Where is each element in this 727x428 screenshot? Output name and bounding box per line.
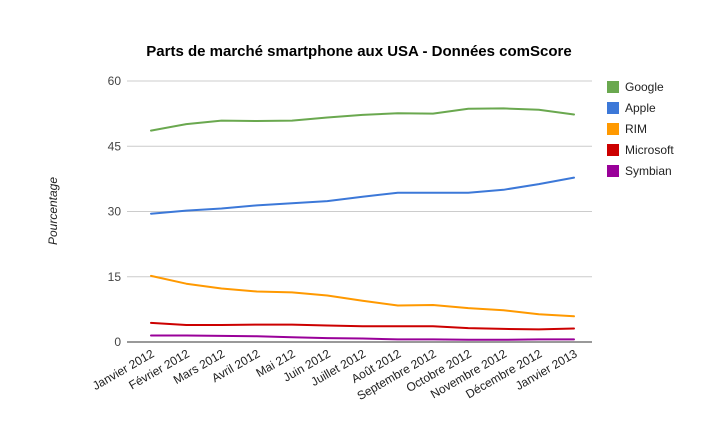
series-line-google <box>150 107 575 132</box>
legend-label-microsoft: Microsoft <box>625 143 674 157</box>
series <box>150 107 575 341</box>
series-line-apple <box>150 176 575 215</box>
y-axis: 0 15 30 45 60 <box>108 74 122 349</box>
legend-label-google: Google <box>625 80 664 94</box>
y-tick-label: 60 <box>108 74 122 88</box>
legend-label-symbian: Symbian <box>625 164 672 178</box>
legend-swatch-google <box>607 81 619 93</box>
legend-swatch-microsoft <box>607 144 619 156</box>
y-tick-label: 45 <box>108 139 122 153</box>
y-axis-label: Pourcentage <box>46 177 60 245</box>
y-tick-label: 15 <box>108 270 122 284</box>
legend-label-apple: Apple <box>625 101 656 115</box>
series-line-rim <box>150 274 575 318</box>
legend-swatch-symbian <box>607 165 619 177</box>
chart-title: Parts de marché smartphone aux USA - Don… <box>146 43 571 60</box>
legend: Google Apple RIM Microsoft Symbian <box>607 80 674 178</box>
series-line-symbian <box>150 334 575 341</box>
y-tick-label: 30 <box>108 205 122 219</box>
series-line-microsoft <box>150 321 575 331</box>
legend-swatch-rim <box>607 123 619 135</box>
legend-swatch-apple <box>607 102 619 114</box>
y-tick-label: 0 <box>114 335 121 349</box>
legend-label-rim: RIM <box>625 122 647 136</box>
grid <box>127 80 592 343</box>
